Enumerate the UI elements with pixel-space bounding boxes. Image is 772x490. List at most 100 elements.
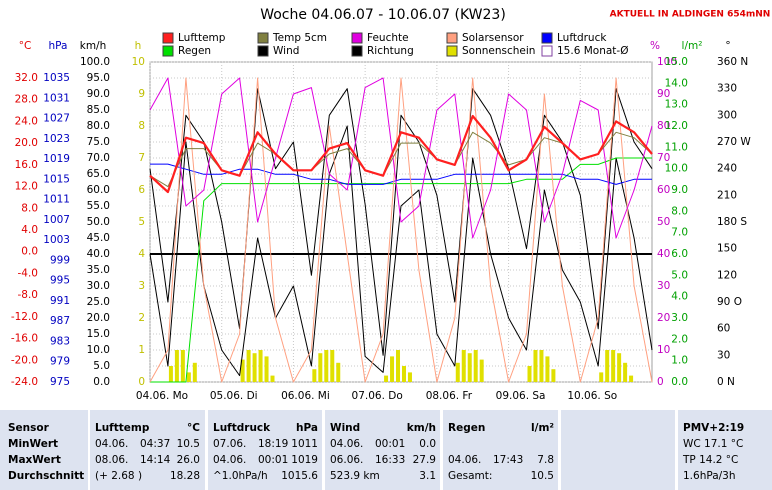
y-tick-label: 30.0 [87, 280, 110, 292]
y-tick-label: 55.0 [87, 200, 110, 212]
table-cell: 10.5 [531, 470, 554, 482]
table-background [0, 410, 772, 490]
y-tick-label: 0.0 [21, 246, 38, 258]
x-tick-label: 05.06. Di [210, 390, 258, 402]
y-tick-label: 120 [717, 269, 737, 281]
bar [533, 350, 538, 382]
legend-label: Luftdruck [557, 32, 607, 44]
table-cell: 1015.6 [281, 470, 318, 482]
y-tick-label: 60.0 [87, 184, 110, 196]
bar [407, 372, 412, 382]
legend-label: 15.6 Monat-Ø [557, 45, 628, 57]
y-tick-label: 987 [50, 315, 70, 327]
y-tick-label: 991 [50, 295, 70, 307]
bar [180, 350, 185, 382]
legend-swatch [351, 45, 363, 57]
table-cell: 06.06. [330, 454, 363, 466]
y-tick-label: 40 [657, 248, 670, 260]
y-tick-label: 10 [132, 56, 145, 68]
y-tick-label: 2.0 [671, 333, 688, 345]
y-tick-label: 80 [657, 120, 670, 132]
table-cell: 0.0 [419, 438, 436, 450]
bar [252, 353, 257, 382]
table-cell: 26.0 [177, 454, 200, 466]
y-tick-label: -16.0 [11, 333, 38, 345]
y-tick-label: 50 [657, 216, 670, 228]
bar [467, 353, 472, 382]
table-header: Wind [330, 422, 360, 434]
y-tick-label: -4.0 [18, 267, 39, 279]
y-tick-label: 50.0 [87, 216, 110, 228]
y-tick-label: 15.0 [665, 56, 688, 68]
y-tick-label: 8 [138, 120, 145, 132]
y-tick-label: 360 N [717, 56, 748, 68]
legend-label: Solarsensor [462, 32, 524, 44]
legend-label: Feuchte [367, 32, 409, 44]
y-tick-label: 330 [717, 83, 737, 95]
x-tick-label: 07.06. Do [352, 390, 403, 402]
y-tick-label: 14.0 [665, 77, 688, 89]
legend-swatch [446, 32, 458, 44]
bar [384, 375, 389, 382]
y-tick-label: 1.0 [671, 355, 688, 367]
legend-swatch [162, 45, 174, 57]
legend-swatch [541, 45, 553, 57]
bar [527, 366, 532, 382]
bar [473, 350, 478, 382]
y-tick-label: 5.0 [93, 360, 110, 372]
table-header: Lufttemp [95, 422, 150, 434]
y-tick-label: 2 [138, 312, 145, 324]
y-tick-label: 5.0 [671, 269, 688, 281]
table-cell: 3.1 [419, 470, 436, 482]
table-cell: 16:33 [375, 454, 405, 466]
bar [174, 350, 179, 382]
y-tick-label: 75.0 [87, 136, 110, 148]
axis-title: ° [725, 40, 730, 52]
y-tick-label: 9 [138, 88, 145, 100]
legend-label: Sonnenschein [462, 45, 535, 57]
table-header: Regen [448, 422, 485, 434]
table-header: km/h [407, 422, 436, 434]
series-line [149, 88, 653, 356]
bar [611, 350, 616, 382]
y-tick-label: 20 [657, 312, 670, 324]
y-tick-label: 30 [657, 280, 670, 292]
y-tick-label: 240 [717, 163, 737, 175]
table-cell: ^1.0hPa/h [213, 470, 268, 482]
bar [258, 350, 263, 382]
y-tick-label: 60 [657, 184, 670, 196]
bar [461, 350, 466, 382]
table-cell: MaxWert [8, 454, 61, 466]
y-tick-label: 3.0 [671, 312, 688, 324]
bar [605, 350, 610, 382]
y-tick-label: 4.0 [671, 291, 688, 303]
y-tick-label: 100 [657, 56, 677, 68]
table-cell: 1011 [291, 438, 318, 450]
table-header: °C [187, 422, 200, 434]
axis-title: h [135, 40, 142, 52]
x-tick-label: 06.06. Mi [281, 390, 330, 402]
bar [551, 369, 556, 382]
legend-swatch [351, 32, 363, 44]
y-tick-label: 95.0 [87, 72, 110, 84]
y-tick-label: 0.0 [671, 376, 688, 388]
bar [168, 366, 173, 382]
table-cell: Durchschnitt [8, 470, 84, 482]
y-tick-label: 11.0 [665, 141, 688, 153]
axis-title: l/m² [682, 40, 703, 52]
y-tick-label: 12.0 [665, 120, 688, 132]
table-cell: 18:19 [258, 438, 288, 450]
x-tick-label: 10.06. So [567, 390, 617, 402]
y-tick-label: 1031 [43, 92, 70, 104]
series-line [149, 125, 653, 377]
table-cell: 1019 [291, 454, 318, 466]
legend-label: Richtung [367, 45, 414, 57]
table-cell: 08.06. [95, 454, 128, 466]
y-tick-label: 90.0 [87, 88, 110, 100]
y-tick-label: 10 [657, 344, 670, 356]
series-line [150, 157, 652, 383]
y-tick-label: 5 [138, 216, 145, 228]
y-tick-label: 45.0 [87, 232, 110, 244]
table-header: l/m² [531, 422, 554, 434]
bar [629, 375, 634, 382]
